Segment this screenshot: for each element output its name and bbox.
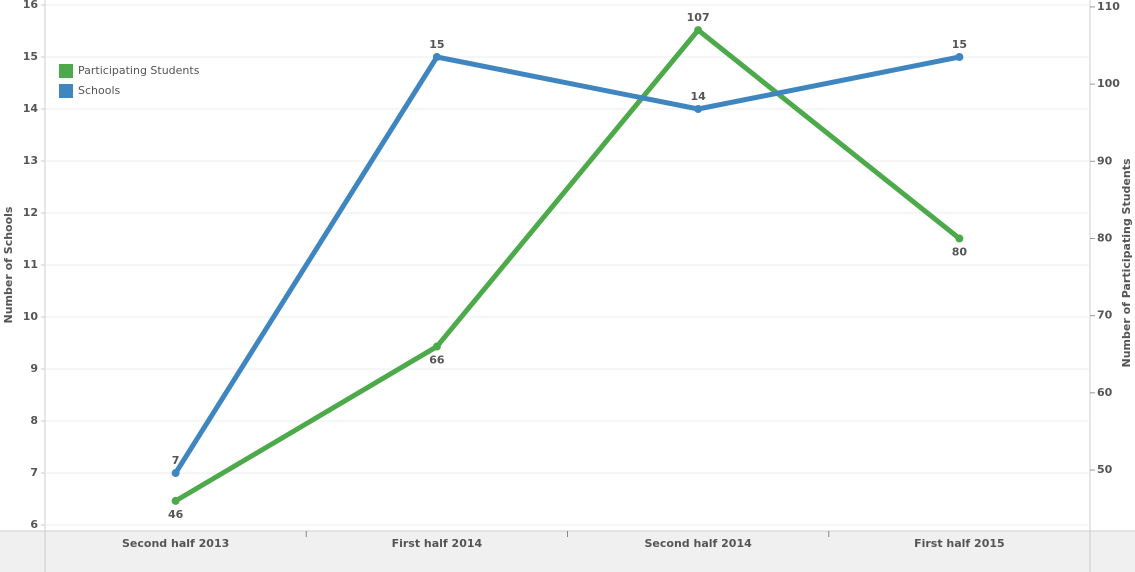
y2-tick-label: 50	[1097, 463, 1113, 476]
y-tick-label: 12	[23, 206, 38, 219]
y2-tick-label: 90	[1097, 154, 1113, 167]
data-point	[171, 469, 180, 478]
y-tick-label: 7	[30, 466, 38, 479]
x-tick-label: First half 2014	[392, 537, 483, 550]
x-tick-label: First half 2015	[914, 537, 1005, 550]
data-point	[432, 342, 441, 351]
series-line	[173, 54, 960, 475]
data-point	[432, 52, 441, 61]
x-tick-label: Second half 2014	[645, 537, 753, 550]
data-point	[955, 234, 964, 243]
y-tick-label: 15	[23, 50, 38, 63]
legend-label: Participating Students	[78, 64, 200, 77]
y-tick-label: 14	[23, 102, 39, 115]
y-tick-label: 11	[23, 258, 38, 271]
y-tick-label: 9	[30, 362, 38, 375]
y-tick-label: 13	[23, 154, 38, 167]
data-label: 66	[429, 354, 445, 367]
y-axis-label: Number of Schools	[2, 206, 15, 323]
y2-tick-label: 60	[1097, 386, 1113, 399]
x-axis-band	[0, 531, 1135, 572]
data-label: 15	[429, 38, 444, 51]
y2-tick-label: 80	[1097, 231, 1113, 244]
data-label: 15	[952, 38, 967, 51]
y-tick-label: 10	[23, 310, 39, 323]
y-tick-label: 6	[30, 518, 38, 531]
data-point	[694, 26, 703, 35]
data-point	[694, 104, 703, 113]
y2-tick-label: 110	[1097, 0, 1120, 13]
x-tick-label: Second half 2013	[122, 537, 229, 550]
y-tick-label: 16	[23, 0, 39, 11]
y2-tick-label: 70	[1097, 309, 1113, 322]
data-label: 46	[168, 508, 184, 521]
legend-swatch	[59, 64, 73, 78]
y2-tick-label: 100	[1097, 77, 1120, 90]
data-label: 80	[952, 245, 968, 258]
legend-swatch	[59, 84, 73, 98]
series-line	[174, 27, 961, 504]
y-tick-label: 8	[30, 414, 38, 427]
data-point	[171, 496, 180, 505]
data-label: 14	[690, 90, 706, 103]
data-label: 107	[687, 11, 710, 24]
data-point	[955, 52, 964, 61]
legend-label: Schools	[78, 84, 121, 97]
data-label: 7	[172, 454, 180, 467]
y2-axis-label: Number of Participating Students	[1120, 158, 1133, 367]
